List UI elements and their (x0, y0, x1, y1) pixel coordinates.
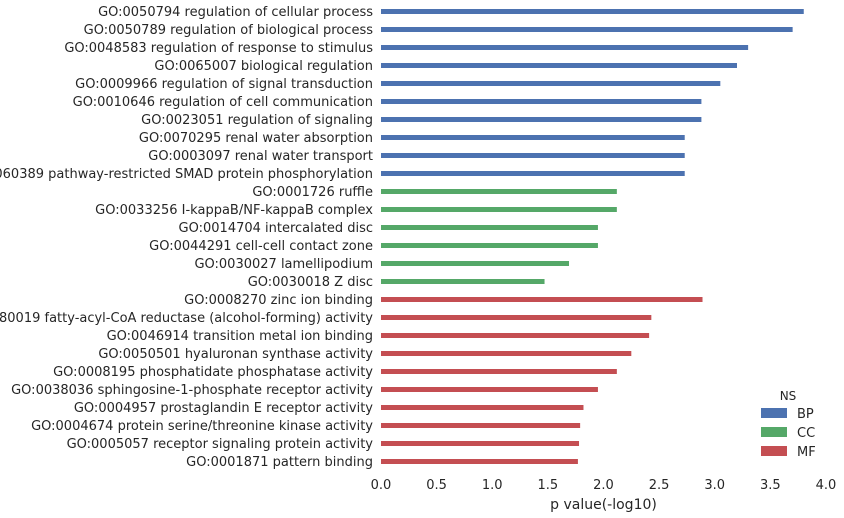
bar (381, 27, 793, 32)
x-tick-label: 2.5 (649, 478, 670, 493)
bar (381, 81, 721, 86)
category-label: GO:0044291 cell-cell contact zone (149, 239, 373, 254)
bar (381, 207, 617, 212)
bar (381, 99, 702, 104)
bar (381, 261, 570, 266)
x-tick-label: 2.0 (593, 478, 614, 493)
category-label: GO:0030018 Z disc (248, 275, 373, 290)
x-tick-label: 3.0 (704, 478, 725, 493)
category-label: GO:0070295 renal water absorption (139, 131, 373, 146)
bar (381, 153, 685, 158)
category-labels: GO:0050794 regulation of cellular proces… (0, 5, 373, 470)
category-label: GO:0001871 pattern binding (186, 455, 373, 470)
legend-swatch (761, 427, 787, 437)
bars-layer (381, 9, 804, 464)
x-tick-label: 0.0 (371, 478, 392, 493)
category-label: GO:0004957 prostaglandin E receptor acti… (74, 401, 373, 416)
category-label: GO:0005057 receptor signaling protein ac… (67, 437, 374, 452)
bar (381, 315, 652, 320)
x-axis-ticks: 0.0 0.5 1.0 1.5 2.0 2.5 3.0 3.5 4.0 (371, 478, 837, 493)
category-label: GO:0050794 regulation of cellular proces… (98, 5, 373, 20)
bar (381, 243, 598, 248)
bar (381, 387, 598, 392)
category-label: GO:0050501 hyaluronan synthase activity (98, 347, 373, 362)
category-label: GO:0048583 regulation of response to sti… (64, 41, 373, 56)
bar (381, 351, 632, 356)
legend-swatch (761, 408, 787, 418)
category-label: GO:0038036 sphingosine-1-phosphate recep… (11, 383, 373, 398)
bar (381, 135, 685, 140)
x-tick-label: 0.5 (426, 478, 447, 493)
category-label: GO:0050789 regulation of biological proc… (84, 23, 374, 38)
category-label: GO:0004674 protein serine/threonine kina… (31, 419, 373, 434)
bar (381, 63, 737, 68)
bar (381, 225, 598, 230)
legend-swatch (761, 446, 787, 456)
x-tick-label: 4.0 (816, 478, 837, 493)
x-tick-label: 1.0 (482, 478, 503, 493)
bar (381, 189, 617, 194)
category-label: GO:0060389 pathway-restricted SMAD prote… (0, 167, 373, 182)
bar (381, 369, 617, 374)
bar (381, 333, 650, 338)
category-label: GO:0014704 intercalated disc (179, 221, 373, 236)
x-axis-title: p value(-log10) (550, 497, 657, 513)
bar (381, 441, 580, 446)
legend-label: CC (797, 426, 815, 441)
legend-label: BP (797, 407, 814, 422)
legend-label: MF (797, 445, 816, 460)
bar (381, 279, 545, 284)
bar (381, 45, 749, 50)
legend-title: NS (780, 389, 797, 403)
category-label: GO:0065007 biological regulation (154, 59, 373, 74)
category-label: GO:0010646 regulation of cell communicat… (73, 95, 373, 110)
bar (381, 423, 581, 428)
category-label: GO:0080019 fatty-acyl-CoA reductase (alc… (0, 311, 373, 326)
category-label: GO:0008270 zinc ion binding (184, 293, 373, 308)
category-label: GO:0001726 ruffle (252, 185, 373, 200)
bar (381, 117, 702, 122)
category-label: GO:0033256 I-kappaB/NF-kappaB complex (95, 203, 373, 218)
category-label: GO:0009966 regulation of signal transduc… (75, 77, 373, 92)
category-label: GO:0046914 transition metal ion binding (107, 329, 373, 344)
bar (381, 459, 578, 464)
bar (381, 405, 584, 410)
x-tick-label: 3.5 (760, 478, 781, 493)
bar (381, 171, 685, 176)
bar (381, 9, 804, 14)
category-label: GO:0003097 renal water transport (148, 149, 373, 164)
x-tick-label: 1.5 (538, 478, 559, 493)
bar (381, 297, 703, 302)
legend-entries: BP CC MF (761, 407, 816, 460)
legend: NS BP CC MF (761, 389, 816, 460)
category-label: GO:0030027 lamellipodium (194, 257, 373, 272)
category-label: GO:0023051 regulation of signaling (141, 113, 373, 128)
category-label: GO:0008195 phosphatidate phosphatase act… (53, 365, 373, 380)
